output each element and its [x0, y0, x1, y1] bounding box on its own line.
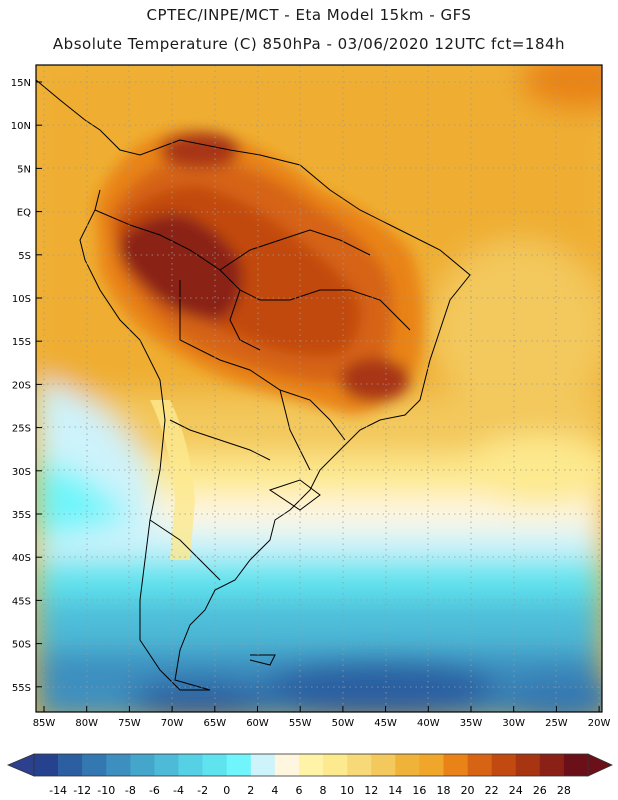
colorbar-swatch — [58, 754, 83, 776]
colorbar-label: 20 — [461, 784, 475, 797]
colorbar: -14 -12 -10 -8 -6 -4 -2 0 2 4 6 8 10 12 14 16 18 20 22 24 26… — [6, 753, 613, 797]
colorbar-label: 14 — [388, 784, 402, 797]
colorbar-swatch — [250, 754, 276, 776]
colorbar-swatch — [202, 754, 227, 776]
colorbar-over-arrow — [587, 753, 613, 777]
lon-label: 75W — [118, 718, 141, 729]
colorbar-label: -12 — [73, 784, 91, 797]
lon-label: 25W — [545, 718, 568, 729]
lat-label: 50S — [12, 640, 31, 651]
lat-label: 40S — [12, 553, 31, 564]
lat-label: 15N — [11, 78, 31, 89]
colorbar-swatch — [226, 754, 252, 776]
lat-label: 10S — [12, 294, 31, 305]
colorbar-under-arrow — [6, 753, 35, 777]
colorbar-label: 24 — [509, 784, 523, 797]
lon-label: 55W — [289, 718, 312, 729]
colorbar-label: 4 — [271, 784, 278, 797]
lat-label: 25S — [12, 424, 31, 435]
colorbar-label: 0 — [223, 784, 230, 797]
colorbar-outline — [33, 753, 589, 777]
colorbar-swatch — [130, 754, 155, 776]
colorbar-swatch — [82, 754, 107, 776]
colorbar-swatch — [106, 754, 131, 776]
lat-label: 20S — [12, 380, 31, 391]
colorbar-swatch — [34, 754, 59, 776]
lat-label: 30S — [12, 467, 31, 478]
lon-label: 70W — [161, 718, 184, 729]
lon-label: 85W — [33, 718, 56, 729]
colorbar-swatch — [563, 754, 589, 776]
lon-label: 80W — [75, 718, 98, 729]
coastline — [36, 79, 471, 691]
colorbar-label: -14 — [49, 784, 67, 797]
map-frame — [35, 64, 603, 713]
colorbar-label: 8 — [320, 784, 327, 797]
colorbar-label: -8 — [125, 784, 136, 797]
lon-label: 60W — [246, 718, 269, 729]
colorbar-label: 16 — [412, 784, 426, 797]
map-title: CPTEC/INPE/MCT - Eta Model 15km - GFS — [146, 6, 472, 24]
colorbar-label: 2 — [247, 784, 254, 797]
lon-label: 50W — [332, 718, 355, 729]
graticule — [36, 65, 602, 712]
colorbar-label: 10 — [340, 784, 354, 797]
lon-label: 30W — [502, 718, 525, 729]
lat-label: 5S — [18, 251, 31, 262]
lon-label: 20W — [588, 718, 611, 729]
lat-label: 15S — [12, 337, 31, 348]
lat-label: EQ — [17, 208, 31, 219]
lon-label: 65W — [203, 718, 226, 729]
colorbar-swatch — [515, 754, 541, 776]
lat-label: 55S — [12, 683, 31, 694]
colorbar-swatch — [298, 754, 324, 776]
latitude-axis: 15N 10N 5N EQ 5S 10S 15S 20S 25S 30S 35S 40S 45S 50S 5… — [11, 78, 42, 694]
colorbar-label: 18 — [436, 784, 450, 797]
longitude-axis: 85W 80W 75W 70W 65W 60W 55W 50W 45W 40W 35W 30W 25W 2… — [33, 706, 611, 729]
colorbar-swatch — [371, 754, 396, 776]
colorbar-swatch — [323, 754, 348, 776]
map-subtitle: Absolute Temperature (C) 850hPa - 03/06/… — [52, 35, 566, 53]
colorbar-label: 26 — [533, 784, 547, 797]
colorbar-swatch — [347, 754, 372, 776]
colorbar-swatch — [491, 754, 517, 776]
lat-label: 10N — [11, 121, 31, 132]
lon-label: 40W — [417, 718, 440, 729]
colorbar-label: 28 — [557, 784, 571, 797]
colorbar-label: -6 — [149, 784, 160, 797]
lat-label: 45S — [12, 596, 31, 607]
colorbar-swatch — [539, 754, 565, 776]
lat-label: 5N — [17, 164, 31, 175]
colorbar-swatch — [443, 754, 468, 776]
colorbar-label: -10 — [97, 784, 115, 797]
colorbar-swatch — [467, 754, 492, 776]
colorbar-label: -4 — [173, 784, 184, 797]
colorbar-swatch — [395, 754, 420, 776]
colorbar-swatch — [154, 754, 179, 776]
colorbar-label: 6 — [295, 784, 302, 797]
lat-label: 35S — [12, 510, 31, 521]
colorbar-label: 12 — [364, 784, 378, 797]
lon-label: 35W — [460, 718, 483, 729]
colorbar-swatch — [178, 754, 203, 776]
colorbar-label: -2 — [197, 784, 208, 797]
temperature-field — [36, 65, 602, 712]
lon-label: 45W — [374, 718, 397, 729]
colorbar-swatch — [274, 754, 300, 776]
colorbar-swatch — [419, 754, 444, 776]
colorbar-label: 22 — [485, 784, 499, 797]
